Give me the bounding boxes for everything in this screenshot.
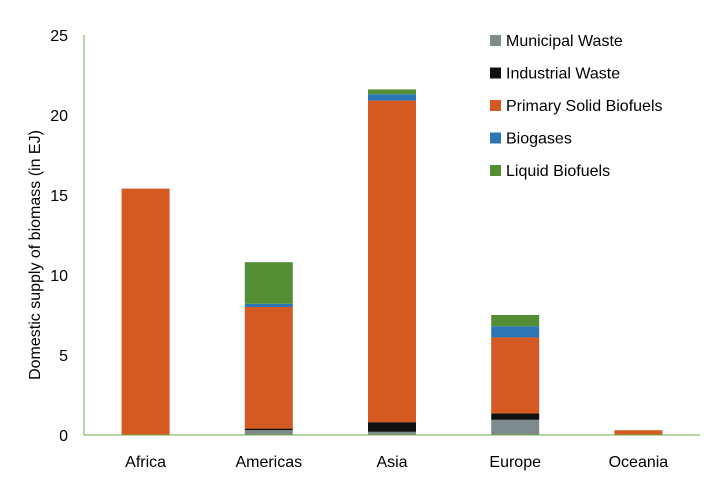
bar-europe-primary-solid-biofuels <box>491 337 540 414</box>
x-tick-label-oceania: Oceania <box>609 454 669 471</box>
bar-africa-primary-solid-biofuels <box>121 188 170 435</box>
x-tick-label-asia: Asia <box>376 454 407 471</box>
y-tick-label: 5 <box>59 348 68 365</box>
x-tick-label-africa: Africa <box>125 454 166 471</box>
bar-americas-industrial-waste <box>244 428 293 431</box>
x-tick-label-americas: Americas <box>235 454 302 471</box>
legend: Municipal Waste Industrial Waste Primary S… <box>490 33 663 180</box>
y-tick-label: 15 <box>50 188 68 205</box>
bar-europe-biogases <box>491 326 540 338</box>
legend-label-biogases: Biogases <box>506 131 572 148</box>
x-axis: Africa Americas Asia Europe Oceania <box>84 434 700 471</box>
y-tick-label: 10 <box>50 268 68 285</box>
bars-group <box>121 89 663 435</box>
bar-americas-primary-solid-biofuels <box>244 307 293 429</box>
legend-label-industrial-waste: Industrial Waste <box>506 66 620 83</box>
bar-asia-industrial-waste <box>368 422 416 432</box>
bar-americas-biogases <box>244 303 293 307</box>
bar-asia-primary-solid-biofuels <box>368 100 416 423</box>
y-axis: 0 5 10 15 20 25 <box>50 28 85 445</box>
bar-europe-municipal-waste <box>491 419 540 435</box>
bar-oceania-primary-solid-biofuels <box>614 430 663 435</box>
bar-asia-biogases <box>368 94 416 101</box>
legend-swatch-biogases <box>490 132 501 144</box>
legend-label-municipal-waste: Municipal Waste <box>506 33 623 50</box>
legend-swatch-industrial-waste <box>490 67 501 79</box>
bar-asia-municipal-waste <box>368 431 416 435</box>
y-tick-label: 0 <box>59 428 68 445</box>
legend-swatch-primary-solid-biofuels <box>490 100 501 111</box>
legend-label-primary-solid-biofuels: Primary Solid Biofuels <box>506 98 663 115</box>
x-tick-label-europe: Europe <box>489 454 541 471</box>
y-tick-label: 25 <box>50 28 68 45</box>
bar-europe-industrial-waste <box>491 413 540 420</box>
bar-asia-liquid-biofuels <box>368 89 416 95</box>
legend-swatch-municipal-waste <box>490 35 501 46</box>
y-axis-title: Domestic supply of biomass (in EJ) <box>27 130 44 380</box>
bar-americas-liquid-biofuels <box>244 262 293 304</box>
bar-europe-liquid-biofuels <box>491 315 540 327</box>
legend-swatch-liquid-biofuels <box>490 165 501 176</box>
legend-label-liquid-biofuels: Liquid Biofuels <box>506 163 610 180</box>
y-tick-label: 20 <box>50 108 68 125</box>
bar-americas-municipal-waste <box>244 430 293 435</box>
